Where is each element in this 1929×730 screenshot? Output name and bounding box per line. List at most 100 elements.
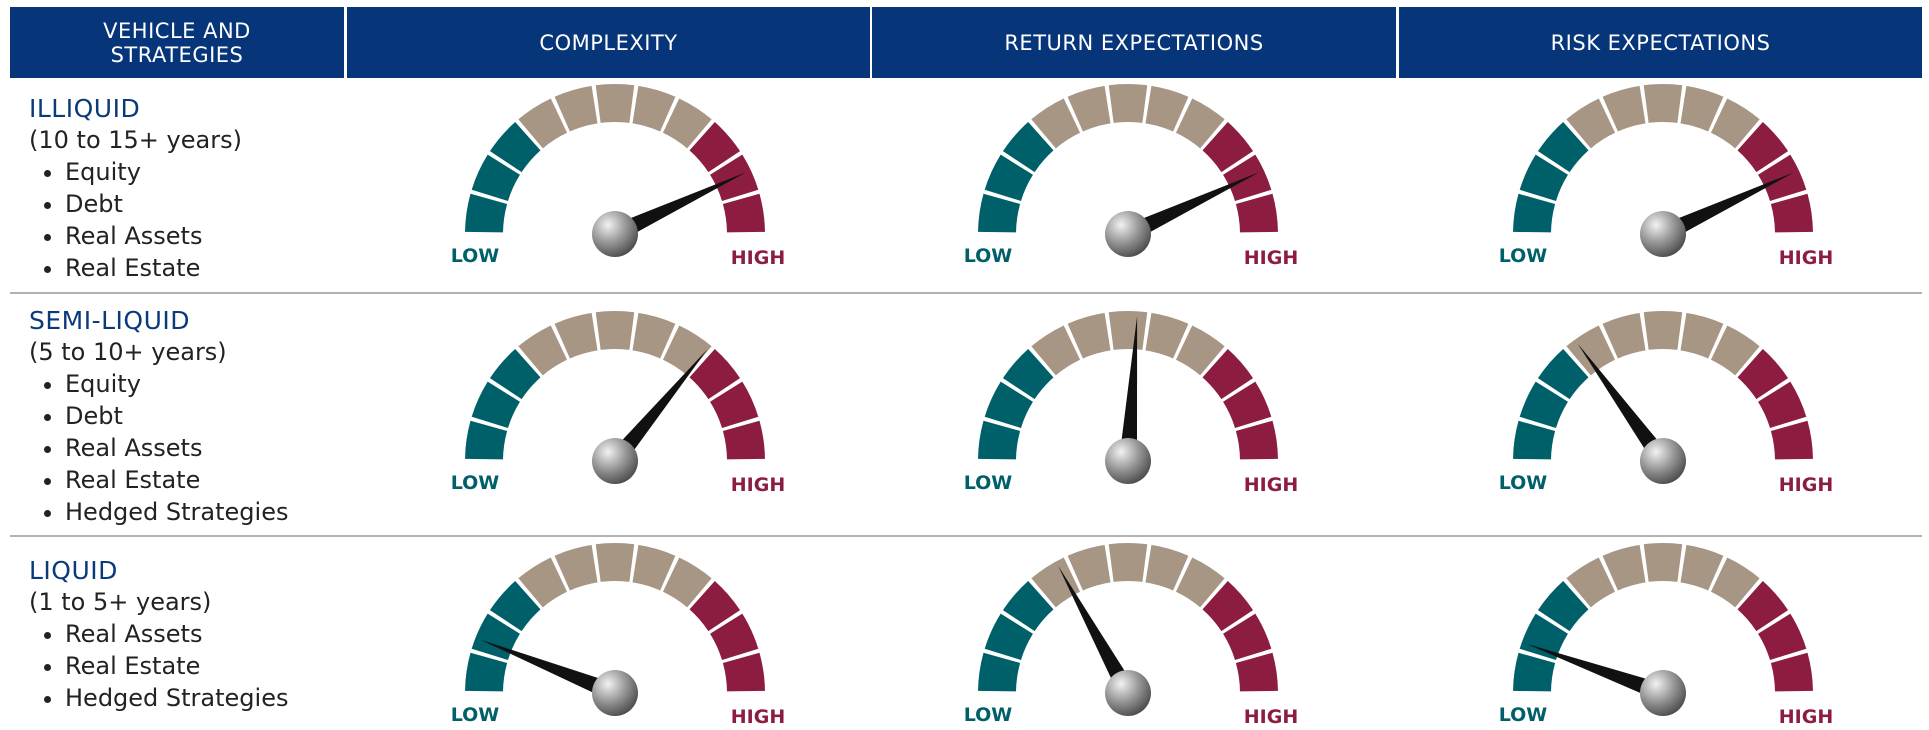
- gauge-segment: [1031, 98, 1081, 149]
- gauge-segment: [471, 154, 520, 201]
- gauge-segment: [1602, 544, 1646, 591]
- gauge-segment: [1519, 381, 1568, 428]
- strategy-list: Real AssetsReal EstateHedged Strategies: [29, 618, 288, 714]
- strategy-item: Equity: [65, 368, 288, 400]
- gauge-high-label: HIGH: [1244, 706, 1298, 728]
- gauge-segment: [471, 381, 520, 428]
- gauge-segment: [1223, 381, 1272, 428]
- strategy-item: Hedged Strategies: [65, 682, 288, 714]
- gauge-segment: [1519, 613, 1568, 660]
- gauge-segment: [1519, 154, 1568, 201]
- strategy-item: Equity: [65, 156, 202, 188]
- gauge-segment: [1067, 544, 1111, 591]
- gauge-segment: [722, 652, 765, 692]
- gauge-segment: [1175, 98, 1225, 149]
- gauge-segment: [1770, 652, 1813, 692]
- gauge-segment: [1737, 581, 1789, 632]
- gauge-segment: [632, 544, 676, 591]
- gauge-segment: [1108, 311, 1148, 350]
- gauge-segment: [722, 420, 765, 460]
- row-subtitle: (5 to 10+ years): [29, 338, 227, 366]
- gauge-segment: [1235, 652, 1278, 692]
- gauge-segment: [1710, 325, 1760, 376]
- gauge-high-label: HIGH: [1779, 706, 1833, 728]
- row-title: LIQUID: [29, 556, 118, 585]
- gauge-segment: [1566, 98, 1616, 149]
- row-title: ILLIQUID: [29, 94, 141, 123]
- gauge-segment: [978, 420, 1021, 460]
- gauge-segment: [1513, 193, 1556, 233]
- gauge-segment: [662, 325, 712, 376]
- gauge-segment: [722, 193, 765, 233]
- gauge-segment: [1067, 85, 1111, 132]
- gauge-segment: [710, 613, 759, 660]
- strategy-item: Real Estate: [65, 252, 202, 284]
- gauge-segment: [1737, 349, 1789, 400]
- header-cell: COMPLEXITY: [347, 7, 870, 78]
- gauge-low-label: LOW: [451, 704, 500, 726]
- gauge-segment: [1108, 543, 1148, 582]
- gauge-segment: [1223, 613, 1272, 660]
- gauge-segment: [984, 381, 1033, 428]
- gauge-needle: [1577, 343, 1671, 467]
- gauge-segment: [1108, 84, 1148, 123]
- gauge-segment: [1537, 122, 1589, 173]
- gauge-segment: [1643, 310, 1683, 350]
- strategy-item: Real Estate: [65, 650, 288, 682]
- gauge-segment: [1145, 312, 1189, 359]
- gauge-segment: [1145, 85, 1189, 132]
- gauge-segment: [1643, 84, 1683, 123]
- strategy-item: Debt: [65, 188, 202, 220]
- row-title: SEMI-LIQUID: [29, 306, 191, 335]
- gauge-segment: [689, 581, 741, 632]
- gauge-segment: [554, 544, 598, 591]
- gauge-segment: [710, 381, 759, 428]
- gauge-segment: [662, 557, 712, 608]
- gauge-segment: [1031, 325, 1081, 376]
- gauge-low-label: LOW: [964, 704, 1013, 726]
- strategy-list: EquityDebtReal AssetsReal Estate: [29, 156, 202, 284]
- gauge-segment: [984, 154, 1033, 201]
- gauge-hub: [1105, 438, 1151, 484]
- gauge-high-label: HIGH: [1779, 247, 1833, 269]
- gauge-high-label: HIGH: [731, 247, 785, 269]
- gauge-segment: [632, 312, 676, 359]
- gauge-segment: [1235, 193, 1278, 233]
- gauge-hub: [1640, 211, 1686, 257]
- gauge-needle: [1526, 643, 1667, 702]
- gauge-segment: [554, 85, 598, 132]
- gauge-segment: [1537, 581, 1589, 632]
- gauge-segment: [554, 312, 598, 359]
- gauge-segment: [471, 613, 520, 660]
- gauge-high-label: HIGH: [1244, 247, 1298, 269]
- gauge-segment: [1175, 325, 1225, 376]
- gauge-segment: [1758, 381, 1807, 428]
- gauge-segment: [1566, 325, 1616, 376]
- gauge-hub: [1640, 438, 1686, 484]
- strategy-item: Real Estate: [65, 464, 288, 496]
- gauge-segment: [1602, 85, 1646, 132]
- gauge-segment: [689, 122, 741, 173]
- gauge-segment: [489, 581, 541, 632]
- gauge-segment: [1680, 312, 1724, 359]
- gauge-segment: [1175, 557, 1225, 608]
- header-cell: RETURN EXPECTATIONS: [872, 7, 1396, 78]
- gauge-high-label: HIGH: [731, 474, 785, 496]
- gauge-segment: [489, 122, 541, 173]
- gauge-low-label: LOW: [1499, 245, 1548, 267]
- gauge-segment: [465, 652, 508, 692]
- gauge-high-label: HIGH: [1779, 474, 1833, 496]
- gauge-segment: [489, 349, 541, 400]
- gauge-needle: [1119, 316, 1138, 462]
- gauge-hub: [592, 438, 638, 484]
- strategy-list: EquityDebtReal AssetsReal EstateHedged S…: [29, 368, 288, 528]
- gauge-needle: [1058, 565, 1136, 698]
- gauge-needle: [480, 639, 619, 702]
- gauge-hub: [1105, 670, 1151, 716]
- gauge-segment: [1031, 557, 1081, 608]
- gauge-segment: [1737, 122, 1789, 173]
- gauge-low-label: LOW: [964, 472, 1013, 494]
- gauge-segment: [1235, 420, 1278, 460]
